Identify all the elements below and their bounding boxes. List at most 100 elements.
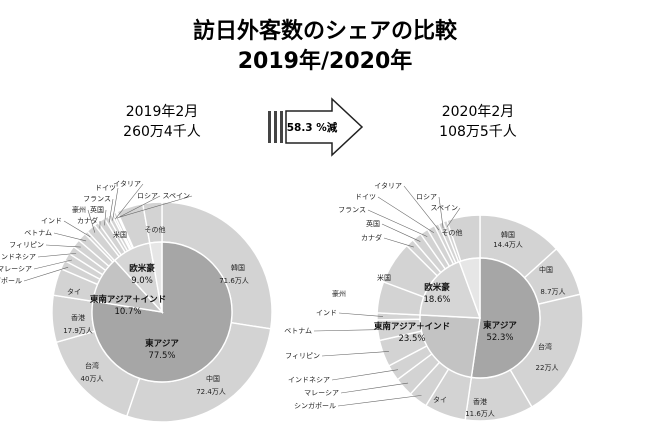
decline-arrow: 58.3 %減	[268, 97, 364, 157]
inner-label-share: 52.3%	[486, 333, 513, 343]
inner-slice-0	[470, 257, 541, 379]
outer-label-name: 台湾	[538, 342, 552, 351]
caption-2019-total: 260万4千人	[123, 124, 201, 140]
inner-slice-3	[458, 257, 481, 319]
outer-label-name: スペイン	[162, 192, 190, 200]
outer-label-name: 中国	[206, 374, 220, 383]
title-line2: 2019年/2020年	[238, 48, 413, 74]
leader-line	[338, 312, 384, 317]
outer-label-name: スペイン	[430, 204, 458, 212]
outer-label-name: マレーシア	[304, 389, 339, 397]
inner-label-share: 9.0%	[131, 276, 153, 286]
arrow-stripe	[280, 111, 283, 143]
leader-line	[321, 351, 389, 357]
outer-label-name: インドネシア	[288, 376, 330, 384]
outer-label-name: シンガポール	[294, 401, 336, 410]
leader-line	[117, 195, 161, 219]
outer-label-name: 英国	[366, 219, 380, 228]
outer-label-name: 中国	[539, 265, 553, 274]
leader-line	[340, 382, 409, 394]
outer-label-name: 韓国	[231, 263, 245, 272]
outer-label-name: インド	[316, 309, 337, 317]
leader-line	[337, 395, 422, 407]
outer-label-name: ドイツ	[95, 184, 116, 192]
outer-label-name: その他	[442, 228, 463, 237]
leader-line	[104, 209, 107, 226]
outer-label-name: マレーシア	[0, 265, 32, 273]
leader-line	[108, 198, 114, 223]
outer-label-name: 米国	[113, 230, 127, 239]
leader-line	[23, 266, 69, 282]
outer-label-name: タイ	[67, 287, 81, 296]
leader-line	[53, 232, 87, 242]
leader-line	[367, 209, 428, 237]
leader-line	[381, 223, 421, 242]
outer-label-value: 71.6万人	[219, 277, 249, 285]
outer-label-name: 豪州	[72, 205, 86, 214]
leader-line	[446, 207, 461, 227]
leader-line	[45, 244, 81, 248]
inner-label-name: 東南アジア＋インド	[90, 294, 166, 305]
pie-2020: 東アジア 52.3% 東南アジア＋インド 23.5% 欧米豪 18.6% 韓国 14.4万人中…	[284, 181, 584, 422]
inner-slice-2	[419, 260, 482, 319]
leader-line	[114, 183, 144, 220]
inner-label-name: 欧米豪	[424, 282, 450, 293]
inner-label-name: 東アジア	[483, 320, 517, 331]
outer-label-name: フィリピン	[285, 352, 320, 360]
caption-2020-total: 108万5千人	[439, 124, 517, 140]
outer-label-name: イタリア	[374, 181, 402, 190]
outer-label-value: 8.7万人	[540, 288, 565, 296]
outer-label-name: 香港	[71, 313, 85, 322]
outer-label-name: ベトナム	[284, 327, 312, 335]
title-line1: 訪日外客数のシェアの比較	[193, 18, 458, 44]
pie-2019: 東アジア 77.5% 東南アジア＋インド 10.7% 欧米豪 9.0% 韓国 71.6万人中国…	[0, 179, 273, 423]
outer-label-name: 台湾	[85, 361, 99, 370]
inner-label-name: 東アジア	[145, 338, 179, 349]
outer-label-value: 11.6万人	[465, 410, 495, 418]
outer-label-name: シンガポール	[0, 276, 22, 285]
leader-line	[33, 259, 73, 270]
outer-label-name: インドネシア	[0, 253, 36, 261]
outer-label-value: 72.4万人	[196, 388, 226, 396]
outer-label-name: カナダ	[361, 233, 382, 242]
inner-label-name: 欧米豪	[129, 263, 155, 274]
arrow-label: 58.3 %減	[287, 121, 338, 134]
arrow-stripe	[274, 111, 277, 143]
outer-label-name: フランス	[338, 206, 366, 214]
outer-label-name: フランス	[83, 195, 111, 203]
outer-label-name: 韓国	[501, 230, 515, 239]
leader-line	[63, 220, 91, 238]
outer-label-value: 22万人	[536, 364, 559, 372]
inner-label-share: 10.7%	[114, 307, 141, 317]
outer-label-name: 米国	[377, 273, 391, 282]
caption-2020-month: 2020年2月	[442, 104, 515, 120]
outer-label-name: インド	[41, 217, 62, 225]
outer-label-name: フィリピン	[9, 241, 44, 249]
caption-2019-month: 2019年2月	[126, 104, 199, 120]
outer-label-value: 40万人	[81, 375, 104, 383]
outer-label-name: 英国	[90, 205, 104, 214]
outer-label-name: 香港	[473, 397, 487, 406]
leader-line	[377, 196, 434, 233]
leader-line	[112, 187, 119, 221]
leader-line	[438, 196, 444, 229]
outer-label-name: 豪州	[332, 289, 346, 298]
inner-label-share: 23.5%	[398, 334, 425, 344]
leader-line	[37, 253, 77, 258]
outer-label-name: ロシア	[416, 193, 437, 201]
leader-line	[87, 209, 96, 233]
leader-line	[313, 329, 384, 332]
outer-label-name: ドイツ	[355, 193, 376, 201]
outer-label-name: カナダ	[77, 216, 98, 225]
inner-label-name: 東南アジア＋インド	[374, 321, 450, 332]
inner-slice-3	[148, 241, 163, 313]
outer-label-name: ロシア	[137, 192, 158, 200]
outer-label-name: タイ	[433, 395, 447, 404]
leader-line	[403, 185, 440, 231]
inner-label-share: 77.5%	[148, 351, 175, 361]
outer-label-name: ベトナム	[24, 229, 52, 237]
leader-line	[118, 195, 193, 218]
outer-label-value: 17.9万人	[63, 327, 93, 335]
inner-slice-1	[419, 314, 481, 379]
